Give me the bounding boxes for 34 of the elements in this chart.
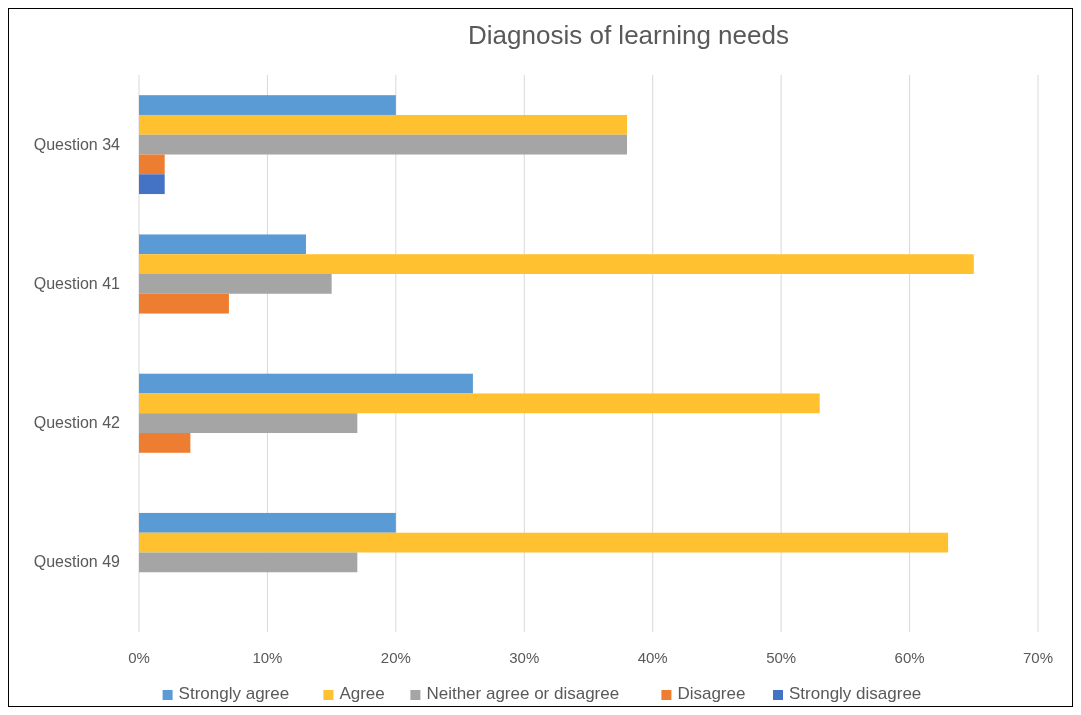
bar	[139, 174, 165, 195]
bar	[139, 95, 396, 115]
x-tick-label: 60%	[894, 649, 925, 666]
bar	[139, 393, 820, 414]
y-tick-label: Question 41	[33, 274, 121, 292]
legend-label: Neither agree or disagree	[426, 684, 620, 703]
x-tick-label: 20%	[380, 649, 411, 666]
x-tick-label: 0%	[128, 649, 150, 666]
x-tick-label: 40%	[637, 649, 668, 666]
bar	[139, 134, 628, 155]
legend-label: Strongly agree	[178, 684, 290, 703]
chart-title: Diagnosis of learning needs	[468, 20, 789, 50]
legend-label: Strongly disagree	[789, 684, 922, 703]
x-tick-label: 30%	[509, 649, 540, 666]
bar	[139, 114, 628, 135]
bar	[139, 512, 396, 533]
bar	[139, 154, 165, 175]
bar	[139, 552, 358, 573]
bar	[139, 532, 949, 553]
x-tick-label: 50%	[766, 649, 797, 666]
x-tick-label: 70%	[1022, 649, 1054, 666]
y-tick-label: Question 49	[33, 553, 121, 571]
bar	[139, 413, 358, 434]
bar	[139, 373, 473, 394]
bar	[139, 234, 306, 255]
bar	[139, 293, 229, 314]
y-tick-label: Question 42	[33, 414, 121, 432]
x-tick-label: 10%	[252, 649, 283, 666]
bar	[139, 433, 191, 453]
y-tick-label: Question 34	[33, 135, 121, 153]
bar	[139, 254, 974, 274]
bar	[139, 273, 332, 294]
legend-label: Disagree	[677, 684, 746, 703]
legend-label: Agree	[339, 684, 385, 703]
